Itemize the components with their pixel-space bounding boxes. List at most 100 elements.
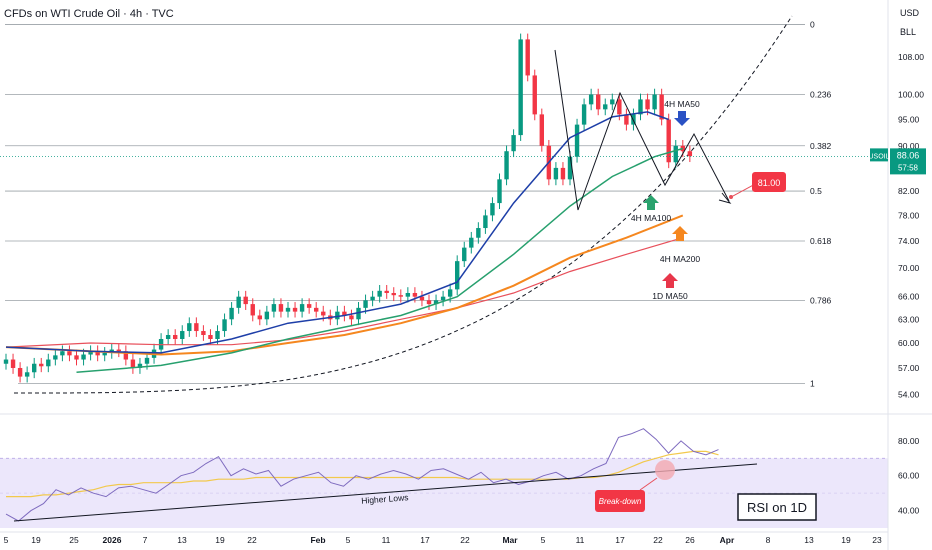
- rsi-box-label: RSI on 1D: [747, 500, 807, 515]
- candle-body: [17, 367, 23, 377]
- date-tick: 22: [460, 535, 470, 545]
- candle-body: [306, 304, 312, 308]
- candle-body: [490, 203, 495, 216]
- candle-body: [419, 296, 425, 301]
- price-tick: 108.00: [898, 52, 924, 62]
- candle-body: [447, 289, 453, 297]
- fib-label-4: 0.618: [810, 236, 832, 246]
- candle-body: [645, 99, 650, 110]
- candle-body: [638, 99, 643, 115]
- candle-body: [222, 319, 227, 332]
- date-tick: Feb: [310, 535, 325, 545]
- fib-label-2: 0.382: [810, 141, 832, 151]
- candle-body: [504, 151, 509, 180]
- candle-body: [88, 351, 93, 355]
- candle-body: [46, 359, 51, 367]
- candle-body: [201, 331, 206, 335]
- ma50-1d-arrow: [662, 273, 678, 288]
- price-tick: 60.00: [898, 338, 920, 348]
- symbol-badge-label: USOIL: [868, 153, 889, 160]
- ma200-4h-arrow: [672, 226, 688, 241]
- candle-body: [208, 334, 213, 340]
- candle-body: [95, 351, 100, 356]
- candle-body: [39, 363, 44, 367]
- candle-body: [560, 167, 566, 180]
- date-tick: 17: [420, 535, 430, 545]
- fib-label-6: 1: [810, 379, 815, 389]
- price-badge-countdown: 57:58: [898, 163, 919, 172]
- fib-label-1: 0.236: [810, 90, 832, 100]
- candle-body: [250, 304, 255, 316]
- candle-body: [553, 167, 559, 180]
- date-tick: 5: [346, 535, 351, 545]
- candle-body: [299, 304, 305, 312]
- axis-currency: USD: [900, 8, 920, 18]
- candle-body: [377, 290, 382, 297]
- candle-body: [659, 94, 664, 120]
- candle-body: [469, 237, 474, 248]
- candle-body: [440, 296, 446, 301]
- candle-body: [285, 307, 291, 312]
- candle-body: [165, 334, 171, 340]
- date-tick: 19: [841, 535, 851, 545]
- candle-body: [3, 359, 9, 364]
- higher-lows-label: Higher Lows: [361, 492, 409, 506]
- price-tick: 66.00: [898, 292, 920, 302]
- date-tick: 5: [4, 535, 9, 545]
- fib-label-5: 0.786: [810, 295, 832, 305]
- candle-body: [74, 355, 79, 360]
- candle-body: [433, 300, 439, 305]
- date-tick: 13: [177, 535, 187, 545]
- parabolic-curve: [14, 15, 793, 394]
- ma100-4h-arrow: [643, 195, 659, 210]
- candle-body: [462, 247, 467, 262]
- candle-body: [680, 145, 685, 152]
- candle-body: [412, 292, 418, 297]
- candle-body: [349, 315, 354, 320]
- candle-body: [32, 363, 37, 373]
- price-tick: 82.00: [898, 186, 920, 196]
- candle-body: [123, 351, 129, 360]
- candle-body: [356, 307, 361, 320]
- rsi-tick: 60.00: [898, 471, 920, 481]
- date-tick: 8: [766, 535, 771, 545]
- candle-body: [398, 295, 403, 297]
- candle-body: [588, 94, 594, 105]
- date-tick: 22: [247, 535, 257, 545]
- candle-body: [264, 311, 270, 320]
- candle-body: [24, 372, 30, 377]
- date-tick: Apr: [720, 535, 735, 545]
- candle-body: [596, 94, 601, 110]
- breakdown-marker: [655, 460, 675, 480]
- pattern-path: [554, 49, 730, 211]
- candle-body: [483, 215, 488, 229]
- candle-body: [476, 228, 481, 238]
- candle-body: [116, 349, 121, 352]
- axis-unit: BLL: [900, 27, 916, 37]
- target-badge: [752, 172, 786, 192]
- price-tick: 95.00: [898, 114, 920, 124]
- candle-body: [581, 104, 587, 125]
- candle-body: [194, 323, 199, 332]
- ma200-4h-line: [5, 214, 684, 356]
- date-tick: 5: [541, 535, 546, 545]
- candle-body: [652, 94, 657, 110]
- fib-label-0: 0: [810, 19, 815, 29]
- candle-body: [567, 156, 573, 180]
- candle-body: [10, 359, 16, 368]
- ma200-4h-label: 4H MA200: [660, 254, 700, 264]
- candle-body: [511, 135, 516, 152]
- target-dot: [729, 195, 733, 200]
- candle-body: [363, 300, 368, 308]
- target-label: 81.00: [758, 178, 781, 188]
- candle-body: [391, 292, 396, 296]
- price-tick: 78.00: [898, 210, 920, 220]
- candle-body: [426, 300, 432, 305]
- date-tick: 2026: [103, 535, 122, 545]
- chart-title: CFDs on WTI Crude Oil · 4h · TVC: [4, 8, 174, 20]
- candle-body: [335, 311, 340, 320]
- price-badge-value: 88.06: [897, 150, 920, 160]
- candle-body: [102, 352, 107, 356]
- candle-body: [278, 304, 284, 312]
